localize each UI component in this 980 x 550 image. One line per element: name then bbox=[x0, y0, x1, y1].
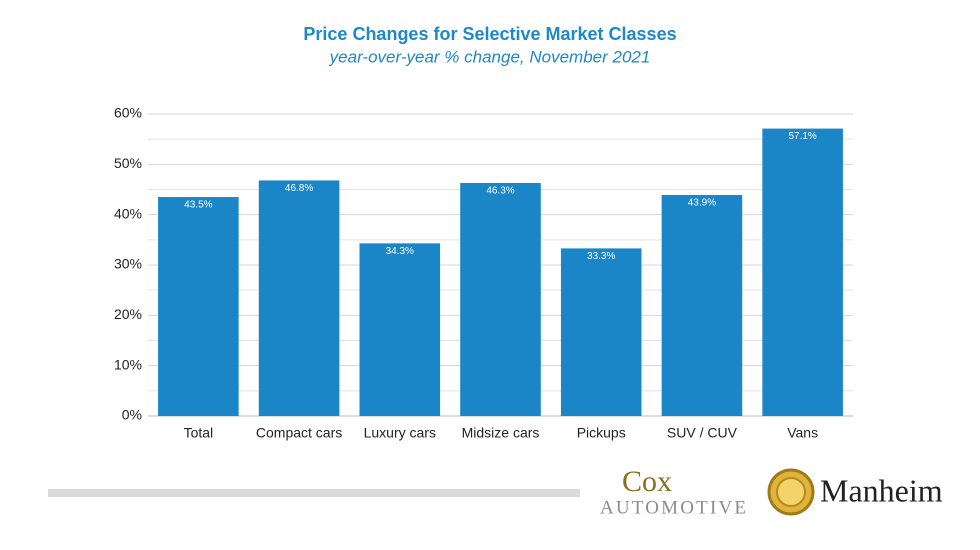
value-label: 33.3% bbox=[587, 251, 615, 262]
x-tick-label: Compact cars bbox=[256, 425, 342, 441]
bar bbox=[158, 197, 239, 416]
value-label: 43.9% bbox=[688, 198, 716, 209]
chart-subtitle: year-over-year % change, November 2021 bbox=[329, 47, 651, 66]
value-label: 46.3% bbox=[486, 186, 514, 197]
y-tick-label: 0% bbox=[122, 407, 142, 423]
cox-logo: Cox bbox=[622, 465, 672, 498]
x-tick-label: Pickups bbox=[577, 425, 626, 441]
automotive-logo: AUTOMOTIVE bbox=[600, 497, 746, 518]
divider bbox=[48, 489, 580, 497]
bar bbox=[661, 195, 743, 416]
value-label: 34.3% bbox=[386, 246, 414, 257]
value-label: 43.5% bbox=[184, 200, 212, 211]
bar bbox=[560, 248, 642, 416]
bar bbox=[460, 182, 541, 416]
manheim-emblem-inner bbox=[776, 477, 806, 507]
y-tick-label: 60% bbox=[114, 105, 142, 121]
chart-title: Price Changes for Selective Market Class… bbox=[303, 24, 676, 44]
bar bbox=[359, 243, 441, 416]
y-tick-label: 20% bbox=[114, 306, 142, 322]
manheim-logo: Manheim bbox=[820, 472, 943, 508]
value-label: 57.1% bbox=[788, 131, 816, 142]
y-tick-label: 40% bbox=[114, 205, 142, 221]
x-tick-label: Total bbox=[184, 425, 214, 441]
bar bbox=[762, 128, 843, 416]
x-tick-label: Midsize cars bbox=[462, 425, 540, 441]
value-label: 46.8% bbox=[285, 183, 313, 194]
y-tick-label: 30% bbox=[114, 256, 142, 272]
x-tick-label: SUV / CUV bbox=[667, 425, 738, 441]
y-tick-label: 50% bbox=[114, 155, 142, 171]
x-tick-label: Luxury cars bbox=[364, 425, 436, 441]
x-tick-label: Vans bbox=[787, 425, 818, 441]
y-tick-label: 10% bbox=[114, 356, 142, 372]
bar bbox=[258, 180, 340, 416]
